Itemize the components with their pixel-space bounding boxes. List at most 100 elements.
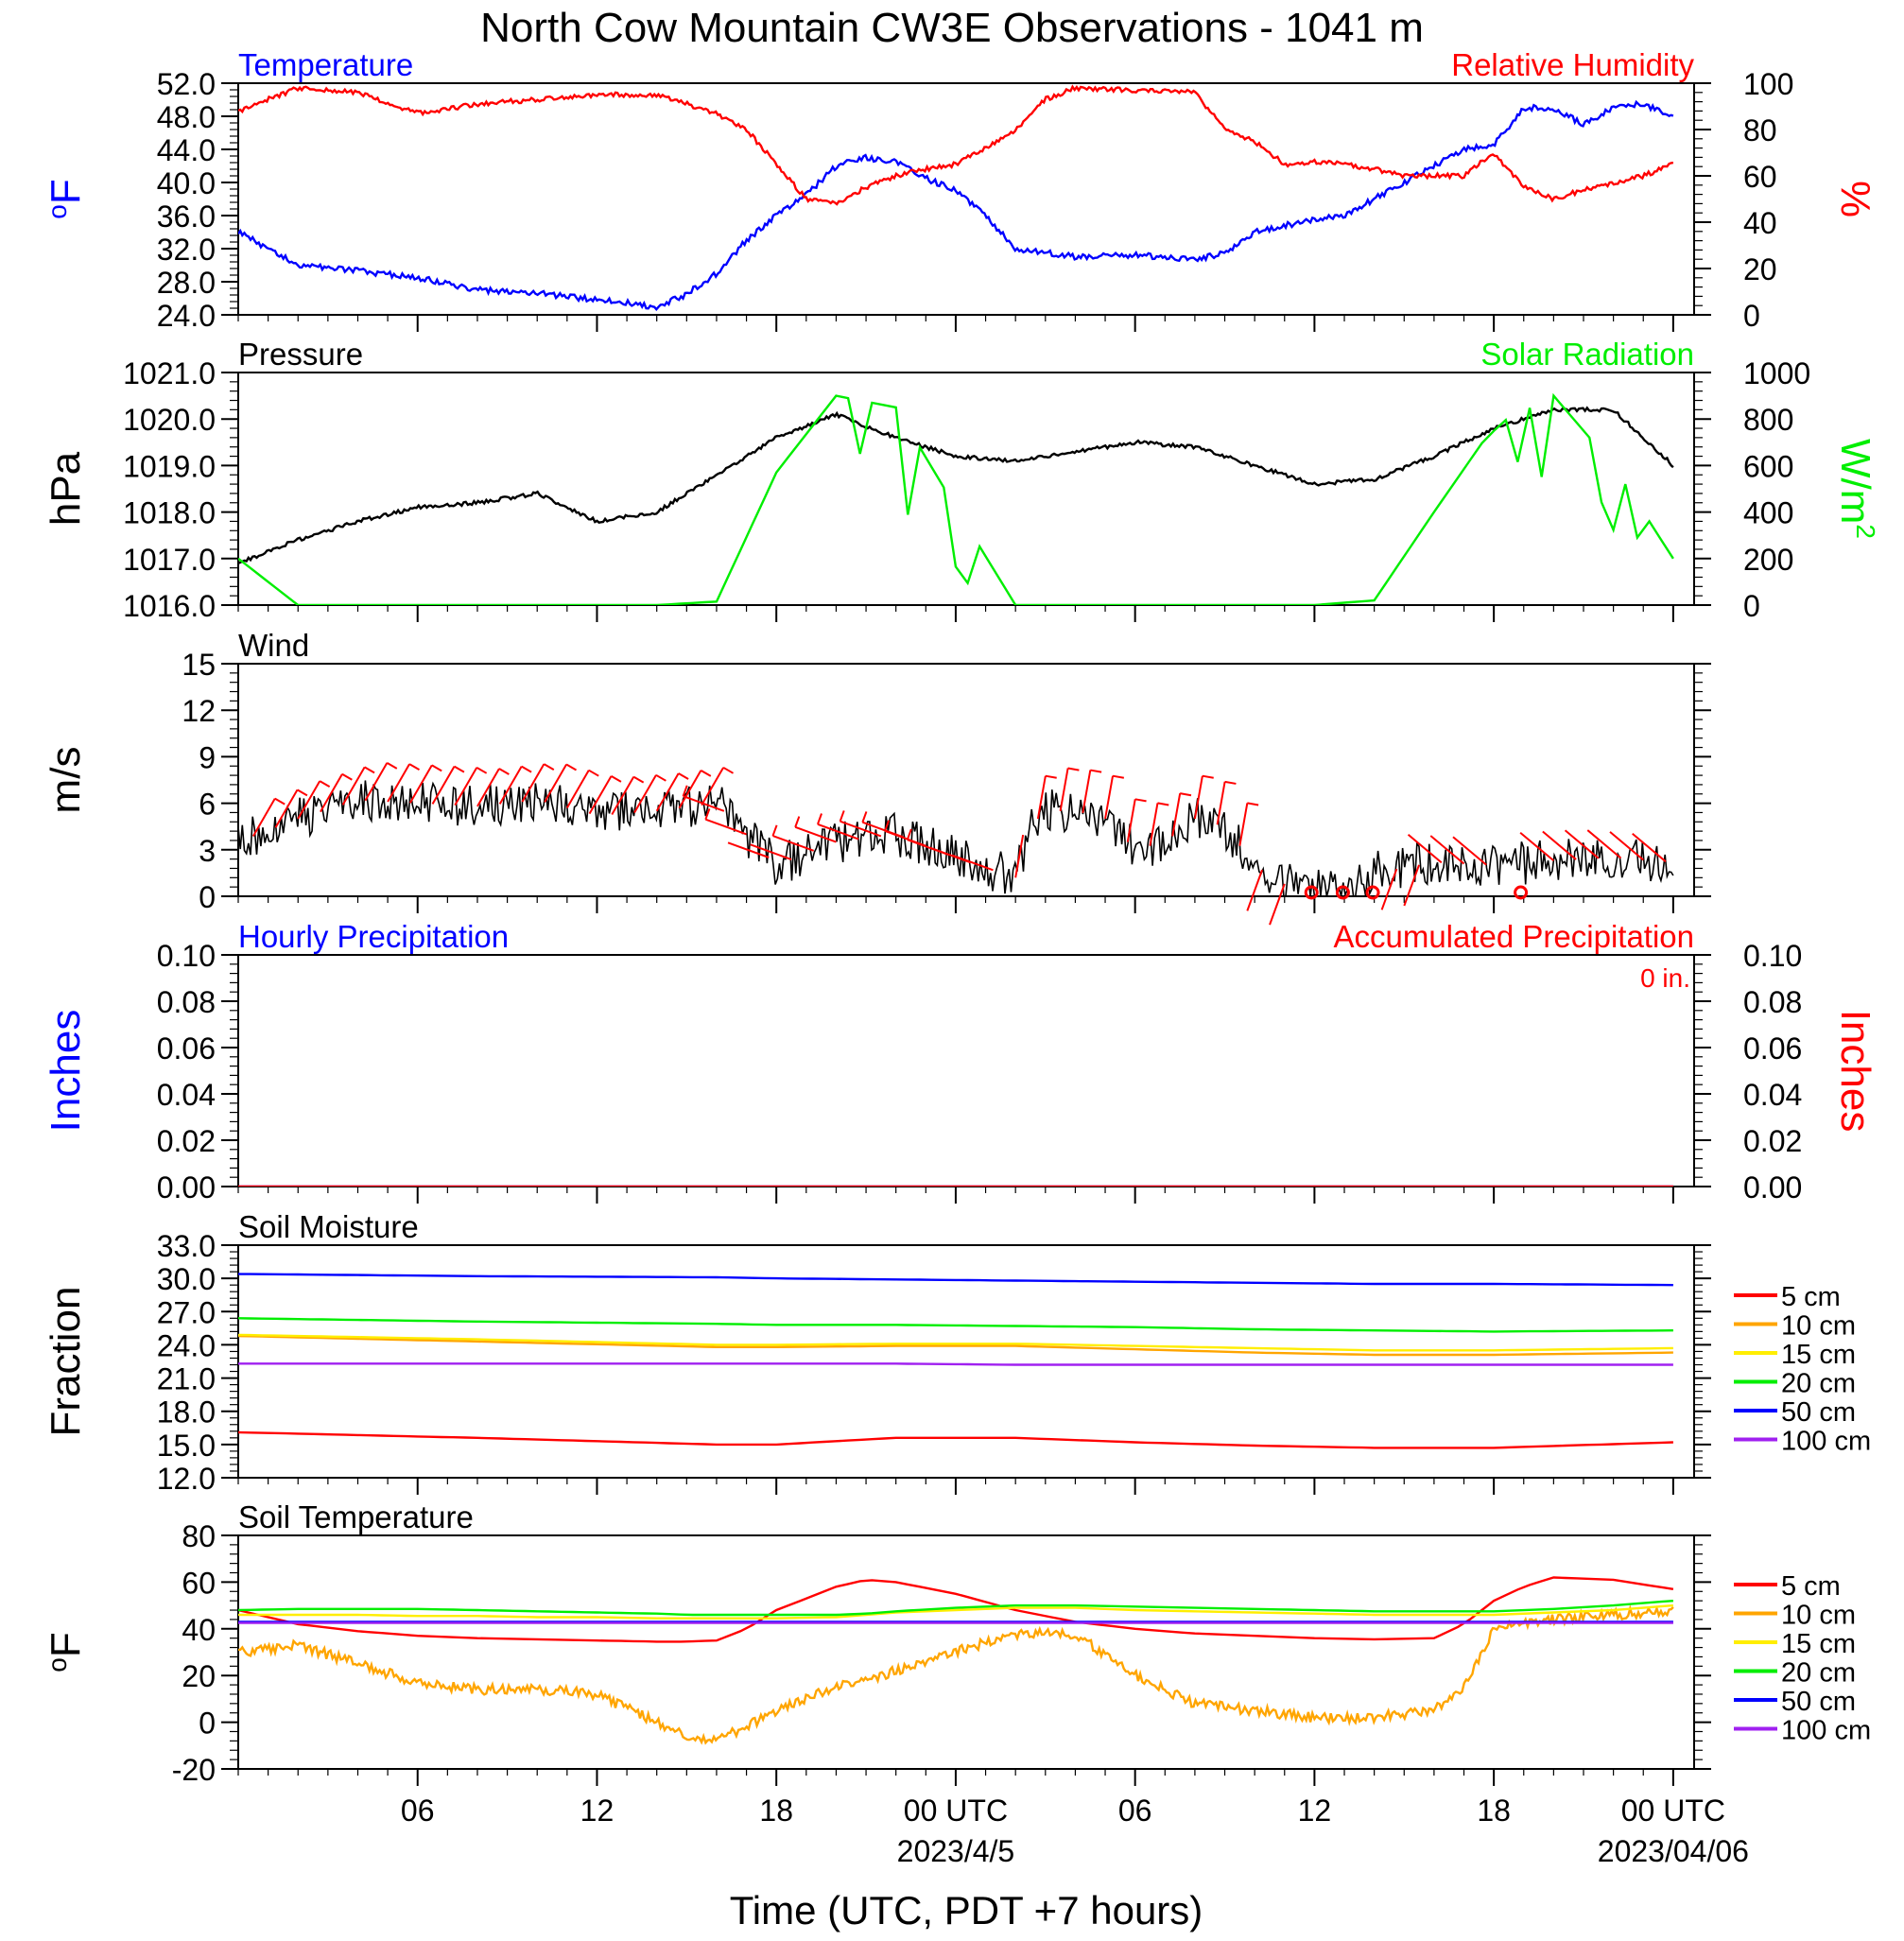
y-tick-label: 12.0 bbox=[157, 1462, 216, 1496]
wind-barb bbox=[1452, 836, 1487, 866]
wind-barb bbox=[1609, 831, 1644, 861]
panel-title-left: Soil Moisture bbox=[238, 1209, 419, 1244]
y-tick-label: 0 bbox=[199, 1707, 216, 1741]
y-tick-label: 30.0 bbox=[157, 1262, 216, 1296]
wind-barb bbox=[431, 766, 456, 805]
wind-barb-flag bbox=[704, 808, 711, 821]
panels-group: 24.028.032.036.040.044.048.052.002040608… bbox=[43, 47, 1880, 1787]
y-axis-unit-left: hPa bbox=[43, 451, 89, 526]
wind-barb bbox=[1036, 775, 1047, 820]
y-tick-label: 24.0 bbox=[157, 1328, 216, 1362]
wind-barb bbox=[839, 820, 882, 838]
wind-barb-flag bbox=[565, 763, 578, 771]
wind-barb-flag bbox=[884, 820, 891, 832]
wind-barb bbox=[588, 775, 613, 815]
y-tick-label: 32.0 bbox=[157, 233, 216, 267]
wind-barb bbox=[341, 766, 366, 806]
legend-label: 5 cm bbox=[1781, 1282, 1841, 1312]
wind-barb bbox=[678, 770, 702, 809]
wind-barb bbox=[1542, 830, 1577, 860]
legend-label: 15 cm bbox=[1781, 1340, 1856, 1370]
y-tick-label: 36.0 bbox=[157, 199, 216, 234]
series-line-pressure bbox=[238, 406, 1674, 564]
wind-barb bbox=[705, 818, 747, 836]
wind-barb bbox=[727, 841, 770, 858]
y-right-tick-label: 200 bbox=[1743, 543, 1793, 577]
wind-barb-flag bbox=[498, 768, 510, 775]
wind-barb-flag bbox=[1157, 802, 1169, 806]
wind-barb bbox=[1059, 768, 1069, 811]
x-tick-label: 06 bbox=[1118, 1794, 1152, 1828]
wind-barb bbox=[320, 773, 343, 813]
y-tick-label: 0.08 bbox=[157, 985, 216, 1019]
y-tick-label: 28.0 bbox=[157, 266, 216, 300]
wind-barb bbox=[1149, 803, 1159, 846]
y-tick-label: 0.10 bbox=[157, 939, 216, 973]
wind-barb bbox=[1238, 803, 1249, 846]
wind-barb bbox=[274, 789, 299, 828]
series-line-20-cm bbox=[238, 1600, 1673, 1617]
y-right-tick-label: 40 bbox=[1743, 206, 1777, 240]
wind-barb bbox=[655, 772, 680, 812]
figure-title: North Cow Mountain CW3E Observations - 1… bbox=[480, 5, 1424, 51]
wind-barb-flag bbox=[632, 775, 645, 784]
panel-title-left: Pressure bbox=[238, 337, 363, 372]
wind-barb bbox=[408, 764, 433, 804]
panel-temp_rh: 24.028.032.036.040.044.048.052.0 0 20 40 60 8… bbox=[43, 47, 1878, 333]
legend-label: 100 cm bbox=[1781, 1427, 1871, 1457]
y-tick-label: 60 bbox=[182, 1566, 216, 1600]
x-tick-label: 12 bbox=[580, 1794, 614, 1828]
wind-barb bbox=[544, 764, 567, 803]
y-tick-label: 21.0 bbox=[157, 1362, 216, 1396]
y-tick-label: 1019.0 bbox=[123, 449, 216, 483]
wind-barb bbox=[1407, 833, 1443, 864]
wind-barb-flag bbox=[722, 766, 735, 774]
series-line-10-cm bbox=[238, 1603, 1674, 1745]
wind-barb-flag bbox=[386, 762, 398, 770]
wind-barb-flag bbox=[297, 789, 308, 797]
y-right-tick-label: 0.04 bbox=[1743, 1078, 1802, 1112]
wind-barb-flag bbox=[816, 813, 822, 825]
wind-barb bbox=[794, 825, 837, 843]
x-tick-label: 06 bbox=[401, 1794, 435, 1828]
wind-barb bbox=[1126, 799, 1136, 842]
y-tick-label: 15.0 bbox=[157, 1429, 216, 1463]
y-axis-unit-right: W/m2 bbox=[1832, 439, 1880, 539]
panel-precip: 0.00 0.02 0.04 0.06 0.08 0.10 0.00 0.02 0.04 0.06… bbox=[43, 919, 1878, 1204]
y-tick-label: 6 bbox=[199, 788, 216, 822]
panel-frame bbox=[237, 82, 1695, 316]
wind-barb-flag bbox=[1180, 792, 1192, 797]
wind-barb-flag bbox=[1224, 780, 1237, 785]
legend-label: 10 cm bbox=[1781, 1601, 1856, 1631]
series-line-5-cm bbox=[238, 1430, 1673, 1449]
wind-barb-flag bbox=[771, 824, 778, 837]
wind-barb bbox=[772, 835, 815, 852]
wind-barb bbox=[521, 763, 545, 803]
wind-barb bbox=[476, 768, 500, 807]
panel-frame bbox=[237, 1244, 1695, 1479]
y-tick-label: 1018.0 bbox=[123, 496, 216, 530]
y-right-tick-label: 800 bbox=[1743, 403, 1793, 437]
y-right-tick-label: 400 bbox=[1743, 496, 1793, 530]
panel-frame bbox=[237, 372, 1695, 606]
wind-barb-flag bbox=[341, 772, 353, 781]
series-line-20-cm bbox=[238, 1317, 1673, 1333]
wind-barb bbox=[1429, 835, 1465, 865]
y-right-tick-label: 600 bbox=[1743, 449, 1793, 483]
wind-barb bbox=[1193, 775, 1203, 820]
y-tick-label: 52.0 bbox=[157, 67, 216, 101]
wind-barb bbox=[750, 843, 792, 860]
y-right-tick-label: 20 bbox=[1743, 252, 1777, 286]
x-date-label: 2023/4/5 bbox=[897, 1834, 1015, 1868]
x-tick-label: 12 bbox=[1298, 1794, 1332, 1828]
wind-barb bbox=[1564, 829, 1600, 859]
y-tick-label: 0.02 bbox=[157, 1124, 216, 1158]
wind-barb bbox=[1246, 869, 1263, 911]
calm-wind-marker bbox=[1514, 885, 1529, 900]
wind-barb bbox=[565, 770, 590, 809]
y-right-tick-label: 60 bbox=[1743, 160, 1777, 194]
wind-barb bbox=[1519, 831, 1555, 862]
panel-title-left: Temperature bbox=[238, 47, 413, 82]
y-tick-label: 0.04 bbox=[157, 1078, 216, 1112]
